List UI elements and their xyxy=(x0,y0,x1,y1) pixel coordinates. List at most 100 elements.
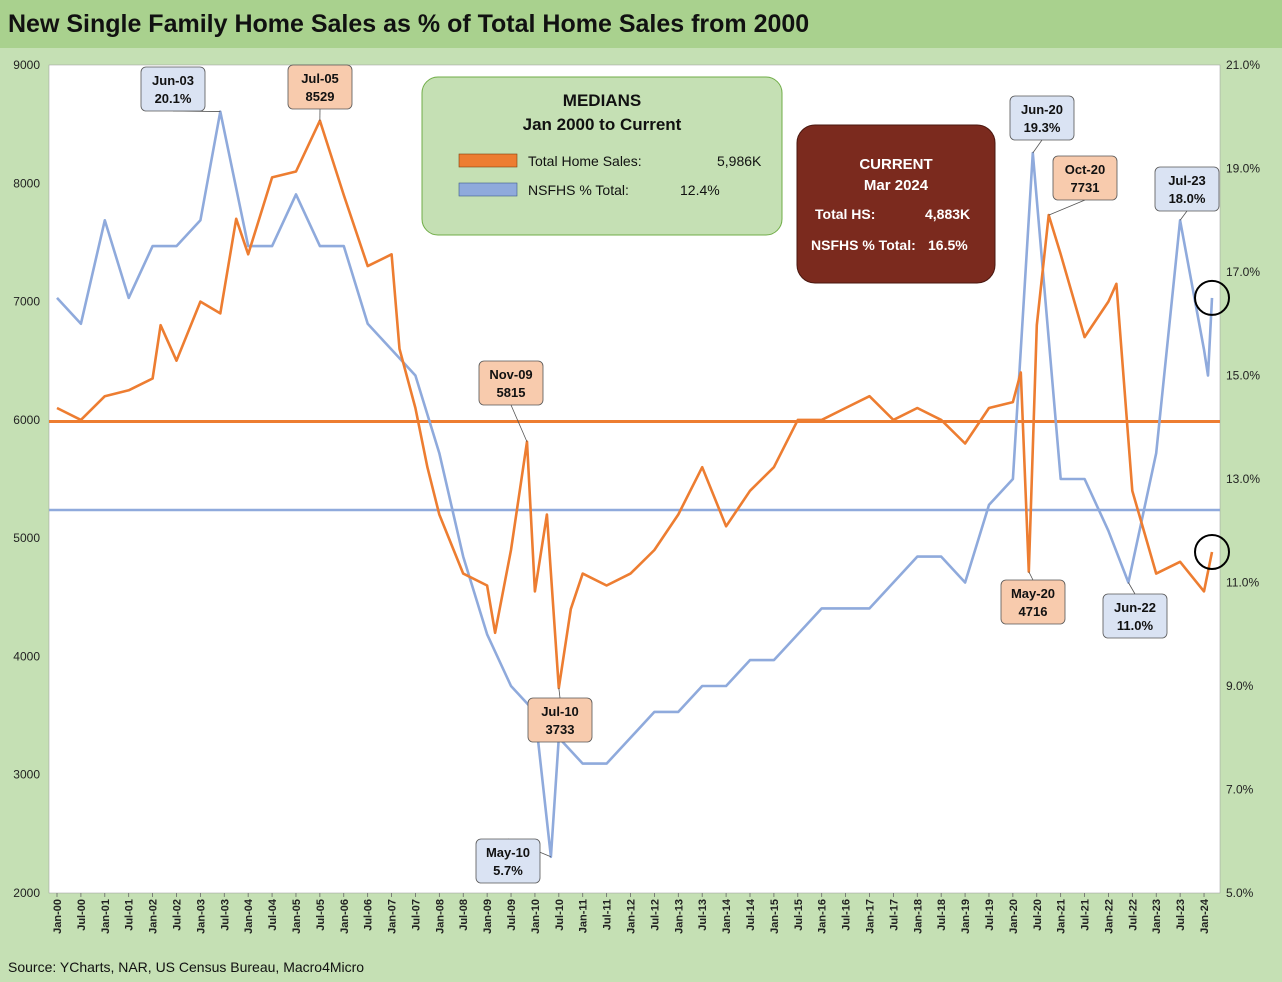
y-right-tick-label: 7.0% xyxy=(1226,783,1254,797)
x-tick-label: Jan-19 xyxy=(960,899,972,934)
annotation-value-label: 4716 xyxy=(1019,604,1048,619)
x-tick-label: Jul-18 xyxy=(936,899,948,931)
x-tick-label: Jul-20 xyxy=(1032,899,1044,931)
x-tick-label: Jan-07 xyxy=(387,899,399,934)
y-right-tick-label: 17.0% xyxy=(1226,265,1260,279)
x-tick-label: Jan-20 xyxy=(1008,899,1020,934)
current-title: CURRENT xyxy=(859,156,932,173)
current-row1-label: Total HS: xyxy=(815,206,875,222)
annotation-date-label: May-20 xyxy=(1011,586,1055,601)
x-tick-label: Jan-16 xyxy=(817,899,829,934)
x-tick-label: Jul-17 xyxy=(888,899,900,931)
x-tick-label: Jan-03 xyxy=(195,899,207,934)
x-tick-label: Jan-01 xyxy=(100,899,112,934)
source-note: Source: YCharts, NAR, US Census Bureau, … xyxy=(8,959,364,975)
y-left-tick-label: 3000 xyxy=(13,768,40,782)
y-left-tick-label: 4000 xyxy=(13,649,40,663)
x-tick-label: Jan-06 xyxy=(339,899,351,934)
y-right-tick-label: 9.0% xyxy=(1226,679,1254,693)
x-tick-label: Jul-00 xyxy=(76,899,88,931)
y-left-tick-label: 5000 xyxy=(13,531,40,545)
current-row1-value: 4,883K xyxy=(925,206,970,222)
x-tick-label: Jul-14 xyxy=(745,898,757,931)
x-tick-label: Jul-05 xyxy=(315,899,327,931)
annotation-date-label: Jun-20 xyxy=(1021,102,1063,117)
x-tick-label: Jan-21 xyxy=(1056,899,1068,934)
current-subtitle: Mar 2024 xyxy=(864,177,929,194)
x-tick-label: Jan-15 xyxy=(769,899,781,934)
x-tick-label: Jul-12 xyxy=(649,899,661,931)
x-tick-label: Jul-07 xyxy=(410,899,422,931)
medians-row1-value: 5,986K xyxy=(717,153,762,169)
annotation-value-label: 20.1% xyxy=(155,91,192,106)
x-tick-label: Jan-05 xyxy=(291,899,303,934)
x-tick-label: Jan-02 xyxy=(148,899,160,934)
x-tick-label: Jan-12 xyxy=(626,899,638,934)
x-tick-label: Jan-17 xyxy=(864,899,876,934)
x-tick-label: Jul-03 xyxy=(219,899,231,931)
annotation-value-label: 3733 xyxy=(546,722,575,737)
x-tick-label: Jan-24 xyxy=(1199,898,1211,934)
annotation-date-label: Jul-23 xyxy=(1168,173,1206,188)
x-tick-label: Jan-00 xyxy=(52,899,64,934)
x-tick-label: Jul-11 xyxy=(602,899,614,930)
annotation-value-label: 7731 xyxy=(1071,180,1100,195)
y-right-tick-label: 21.0% xyxy=(1226,58,1260,72)
annotation-value-label: 5.7% xyxy=(493,863,523,878)
medians-row1-label: Total Home Sales: xyxy=(528,153,642,169)
x-tick-label: Jul-02 xyxy=(171,899,183,931)
current-row2-value: 16.5% xyxy=(928,237,968,253)
x-tick-label: Jan-14 xyxy=(721,898,733,934)
x-tick-label: Jul-10 xyxy=(554,899,566,931)
x-tick-label: Jan-09 xyxy=(482,899,494,934)
x-tick-label: Jan-23 xyxy=(1151,899,1163,934)
annotation-date-label: Jul-05 xyxy=(301,71,339,86)
x-tick-label: Jul-15 xyxy=(793,899,805,931)
x-tick-label: Jul-13 xyxy=(697,899,709,931)
annotation-value-label: 5815 xyxy=(497,385,526,400)
annotation-date-label: Jun-22 xyxy=(1114,600,1156,615)
annotation-value-label: 19.3% xyxy=(1024,120,1061,135)
x-tick-label: Jan-22 xyxy=(1103,899,1115,934)
y-right-tick-label: 11.0% xyxy=(1226,576,1259,590)
y-left-tick-label: 6000 xyxy=(13,413,40,427)
medians-row2-label: NSFHS % Total: xyxy=(528,182,629,198)
y-right-tick-label: 15.0% xyxy=(1226,369,1260,383)
legend-swatch-total xyxy=(459,154,517,167)
x-tick-label: Jan-08 xyxy=(434,899,446,934)
annotation-value-label: 18.0% xyxy=(1169,191,1206,206)
current-row2-label: NSFHS % Total: xyxy=(811,237,916,253)
x-tick-label: Jan-10 xyxy=(530,899,542,934)
annotation-value-label: 11.0% xyxy=(1117,618,1154,633)
medians-row2-value: 12.4% xyxy=(680,182,720,198)
x-tick-label: Jul-19 xyxy=(984,899,996,931)
legend-swatch-nsfhs xyxy=(459,183,517,196)
x-tick-label: Jul-06 xyxy=(363,899,375,931)
annotation-date-label: Jun-03 xyxy=(152,73,194,88)
medians-title: MEDIANS xyxy=(563,91,641,110)
medians-subtitle: Jan 2000 to Current xyxy=(523,115,682,134)
y-left-tick-label: 7000 xyxy=(13,295,40,309)
x-tick-label: Jul-16 xyxy=(841,899,853,931)
y-left-tick-label: 8000 xyxy=(13,176,40,190)
annotation-date-label: Jul-10 xyxy=(541,704,579,719)
current-box: CURRENT Mar 2024 Total HS: 4,883K NSFHS … xyxy=(797,125,995,283)
x-tick-label: Jul-21 xyxy=(1080,899,1092,931)
x-tick-label: Jan-13 xyxy=(673,899,685,934)
y-left-tick-label: 9000 xyxy=(13,58,40,72)
medians-box: MEDIANS Jan 2000 to Current Total Home S… xyxy=(422,77,782,235)
y-right-tick-label: 13.0% xyxy=(1226,472,1260,486)
x-tick-label: Jan-04 xyxy=(243,898,255,934)
annotation-date-label: Oct-20 xyxy=(1065,162,1105,177)
annotation-date-label: May-10 xyxy=(486,845,530,860)
x-tick-label: Jul-09 xyxy=(506,899,518,931)
y-right-tick-label: 5.0% xyxy=(1226,886,1254,900)
x-tick-label: Jan-11 xyxy=(578,899,590,933)
x-tick-label: Jan-18 xyxy=(912,899,924,934)
annotation-value-label: 8529 xyxy=(306,89,335,104)
x-tick-label: Jul-23 xyxy=(1175,899,1187,931)
chart: 2000 3000 4000 5000 6000 7000 8000 9000 5.0% 7.0%… xyxy=(0,0,1282,955)
annotation-date-label: Nov-09 xyxy=(489,367,532,382)
x-tick-label: Jul-01 xyxy=(124,899,136,931)
x-tick-label: Jul-22 xyxy=(1127,899,1139,931)
